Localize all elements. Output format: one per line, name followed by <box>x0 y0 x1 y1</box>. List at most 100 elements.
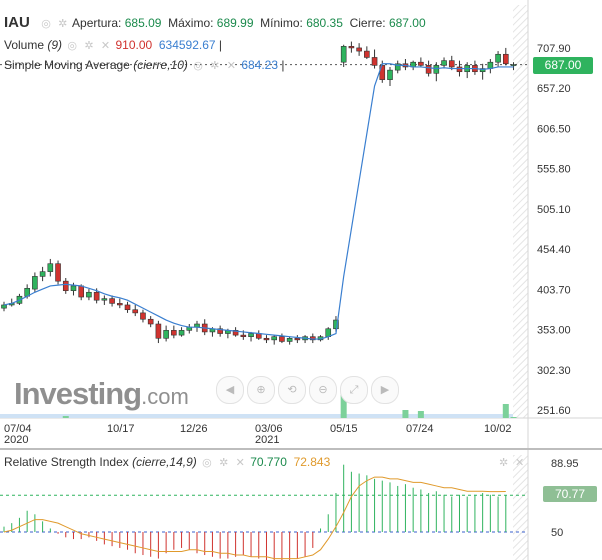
legend-separator: | <box>218 38 223 52</box>
price-axis-tick-label: 353.00 <box>537 325 571 337</box>
rsi-axis-tick-label: 88.95 <box>551 458 579 470</box>
candle-body <box>1 304 7 309</box>
candle-body <box>217 328 223 334</box>
volume-bar <box>502 404 509 418</box>
candle-body <box>171 330 177 336</box>
volume-bar <box>340 392 347 418</box>
rsi-label[interactable]: Relative Strength Index <box>4 455 129 469</box>
price-legend: IAU ◎ ✲ Apertura: 685.09 Máximo: 689.99 … <box>4 14 426 31</box>
candle-body <box>232 330 239 336</box>
candle-body <box>124 304 131 311</box>
close-value: 687.00 <box>388 16 426 30</box>
gear-icon[interactable]: ✲ <box>219 457 229 469</box>
candle-body <box>502 53 509 65</box>
sma-value: 684.23 <box>241 58 279 72</box>
candle-body <box>495 53 501 63</box>
candle-body <box>70 285 77 291</box>
future-area-hatch <box>513 5 528 418</box>
volume-label[interactable]: Volume <box>4 38 45 52</box>
time-axis-tick-label: 07/04 <box>4 423 32 435</box>
candle-body <box>132 309 139 314</box>
candle-body <box>117 303 123 306</box>
candle-body <box>394 63 401 71</box>
time-axis-year-label: 2020 <box>4 434 28 446</box>
price-axis-tick-label: 403.70 <box>537 284 571 296</box>
volume-bar <box>417 411 424 418</box>
candle-body <box>279 336 285 342</box>
gear-icon[interactable]: ✲ <box>58 18 68 30</box>
close-icon[interactable]: ✕ <box>515 457 525 469</box>
rsi-signal-line <box>3 476 506 560</box>
price-axis-tick-label: 707.90 <box>537 43 571 55</box>
candle-body <box>78 285 84 298</box>
eye-icon[interactable]: ◎ <box>193 60 203 72</box>
eye-icon[interactable]: ◎ <box>202 457 212 469</box>
candle-body <box>286 337 293 342</box>
time-axis-tick-label: 10/02 <box>484 423 512 435</box>
reset-icon[interactable]: ⟲ <box>278 376 306 404</box>
candle-body <box>356 47 362 52</box>
brand-suffix: .com <box>141 384 189 409</box>
close-label: Cierre: <box>349 16 386 30</box>
investing-logo: Investing.com <box>14 376 189 412</box>
expand-icon[interactable]: ⤢ <box>340 376 368 404</box>
close-icon[interactable]: ✕ <box>235 457 245 469</box>
candle-body <box>86 291 92 298</box>
candle-body <box>39 271 46 277</box>
scroll-right-icon[interactable]: ▶ <box>371 376 399 404</box>
rsi-value: 70.770 <box>250 455 287 469</box>
sma-param: (cierre,10) <box>133 58 188 72</box>
rsi-signal-value: 72.843 <box>293 455 331 469</box>
volume-bar <box>510 417 517 418</box>
price-axis-tick-label: 454.40 <box>537 244 571 256</box>
rsi-value-badge: 70.77 <box>543 486 597 502</box>
candle-body <box>479 68 486 73</box>
candle-body <box>93 291 100 301</box>
candle-body <box>109 298 115 304</box>
eye-icon[interactable]: ◎ <box>41 18 51 30</box>
rsi-legend: Relative Strength Index (cierre,14,9) ◎ … <box>4 455 330 469</box>
zoom-in-icon[interactable]: ⊕ <box>247 376 275 404</box>
last-price-badge: 687.00 <box>533 57 593 74</box>
candle-body <box>62 280 69 291</box>
volume-bar <box>62 416 69 418</box>
volume-legend: Volume (9) ◎ ✲ ✕ 910.00 634592.67 | <box>4 38 222 52</box>
candle-body <box>178 330 185 336</box>
price-axis-tick-label: 657.20 <box>537 83 571 95</box>
volume-param: (9) <box>47 38 63 52</box>
symbol-name[interactable]: IAU <box>4 14 30 31</box>
open-value: 685.09 <box>124 16 162 30</box>
candle-body <box>32 276 38 290</box>
candle-body <box>433 65 440 74</box>
gear-icon[interactable]: ✲ <box>499 457 509 469</box>
volume-value: 910.00 <box>115 38 153 52</box>
zoom-out-icon[interactable]: ⊖ <box>309 376 337 404</box>
candle-body <box>441 60 447 66</box>
brand-name: Investing <box>14 376 142 411</box>
candle-body <box>456 66 463 73</box>
candle-body <box>263 337 270 341</box>
eye-icon[interactable]: ◎ <box>67 40 77 52</box>
time-axis-tick-label: 03/06 <box>255 423 283 435</box>
gear-icon[interactable]: ✲ <box>210 60 220 72</box>
close-icon[interactable]: ✕ <box>100 40 111 52</box>
volume-area <box>0 414 513 418</box>
high-label: Máximo: <box>168 16 214 30</box>
candle-body <box>448 60 455 68</box>
price-axis-tick-label: 251.60 <box>537 405 571 417</box>
candle-body <box>425 65 432 74</box>
close-icon[interactable]: ✕ <box>226 60 236 72</box>
sma-label[interactable]: Simple Moving Average <box>4 58 130 72</box>
candle-body <box>271 336 278 341</box>
time-axis-tick-label: 12/26 <box>180 423 208 435</box>
volume-ma-value: 634592.67 <box>158 38 216 52</box>
candle-body <box>294 337 301 341</box>
gear-icon[interactable]: ✲ <box>84 40 94 52</box>
candle-body <box>340 46 347 63</box>
candle-body <box>333 319 339 330</box>
scroll-left-icon[interactable]: ◀ <box>216 376 244 404</box>
candle-body <box>348 46 355 49</box>
